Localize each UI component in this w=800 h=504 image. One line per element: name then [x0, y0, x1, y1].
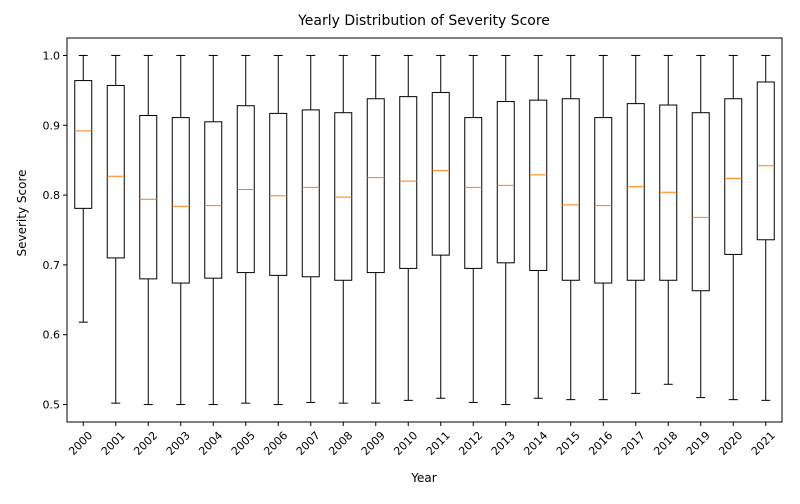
box-iqr — [334, 112, 353, 281]
y-axis-label: Severity Score — [15, 170, 29, 257]
box-iqr — [691, 112, 710, 292]
box-iqr — [431, 91, 450, 256]
box-iqr — [204, 121, 223, 279]
y-tick-label: 0.8 — [43, 189, 61, 202]
box-iqr — [171, 117, 190, 284]
chart-title: Yearly Distribution of Severity Score — [297, 13, 550, 29]
box-iqr — [724, 98, 743, 255]
box-iqr — [496, 101, 515, 264]
plot-frame — [66, 37, 783, 423]
y-tick-label: 0.5 — [43, 399, 61, 412]
box-iqr — [756, 81, 775, 241]
y-tick-label: 0.9 — [43, 119, 61, 132]
box-iqr — [74, 80, 93, 209]
box-iqr — [106, 84, 125, 259]
box-iqr — [366, 98, 385, 274]
box-iqr — [464, 117, 483, 269]
box-iqr — [594, 117, 613, 284]
box-iqr — [399, 96, 418, 269]
box-iqr — [561, 98, 580, 281]
box-iqr — [301, 109, 320, 278]
y-tick-label: 1.0 — [43, 49, 61, 62]
y-tick-label: 0.7 — [43, 259, 61, 272]
x-axis-label: Year — [410, 471, 436, 485]
y-tick-label: 0.6 — [43, 329, 61, 342]
box-iqr — [139, 114, 158, 280]
box-iqr — [529, 99, 548, 271]
box-iqr — [626, 103, 645, 281]
box-iqr — [269, 112, 288, 276]
